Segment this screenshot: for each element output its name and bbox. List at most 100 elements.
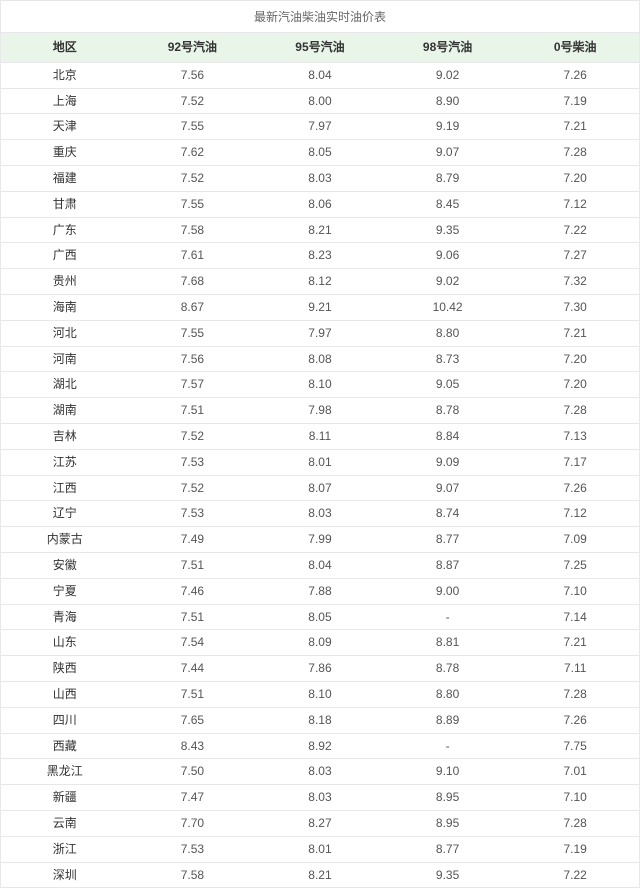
cell-region: 贵州 [1,269,129,294]
cell-value: 7.28 [511,140,639,165]
cell-value: 8.01 [256,450,384,475]
cell-value: 7.12 [511,501,639,526]
cell-value: 9.02 [384,63,512,88]
table-row: 湖北7.578.109.057.20 [1,372,639,398]
cell-value: 9.07 [384,140,512,165]
cell-value: 8.87 [384,553,512,578]
cell-region: 陕西 [1,656,129,681]
cell-value: 7.49 [129,527,257,552]
cell-value: 7.26 [511,708,639,733]
table-row: 广西7.618.239.067.27 [1,243,639,269]
cell-value: 9.10 [384,759,512,784]
cell-value: - [384,734,512,759]
cell-value: 8.03 [256,501,384,526]
table-row: 陕西7.447.868.787.11 [1,656,639,682]
cell-value: 8.79 [384,166,512,191]
cell-region: 浙江 [1,837,129,862]
cell-value: 7.21 [511,114,639,139]
oil-price-table: 最新汽油柴油实时油价表 地区 92号汽油 95号汽油 98号汽油 0号柴油 北京… [0,0,640,888]
cell-value: 7.46 [129,579,257,604]
cell-value: 9.35 [384,863,512,888]
table-row: 内蒙古7.497.998.777.09 [1,527,639,553]
cell-value: 7.47 [129,785,257,810]
table-row: 河北7.557.978.807.21 [1,321,639,347]
cell-value: 7.55 [129,321,257,346]
cell-value: 7.51 [129,553,257,578]
cell-region: 内蒙古 [1,527,129,552]
cell-region: 山西 [1,682,129,707]
cell-region: 福建 [1,166,129,191]
cell-value: 9.09 [384,450,512,475]
cell-value: 7.56 [129,63,257,88]
cell-value: 8.08 [256,347,384,372]
cell-value: 8.03 [256,166,384,191]
cell-region: 天津 [1,114,129,139]
cell-region: 辽宁 [1,501,129,526]
cell-value: 8.27 [256,811,384,836]
col-region: 地区 [1,33,129,62]
cell-value: 7.51 [129,682,257,707]
table-row: 山东7.548.098.817.21 [1,630,639,656]
cell-value: 8.45 [384,192,512,217]
cell-value: 8.21 [256,863,384,888]
cell-region: 黑龙江 [1,759,129,784]
table-row: 河南7.568.088.737.20 [1,347,639,373]
cell-value: 7.19 [511,89,639,114]
cell-value: 7.68 [129,269,257,294]
cell-value: 7.44 [129,656,257,681]
cell-value: 8.01 [256,837,384,862]
cell-value: 8.07 [256,476,384,501]
cell-value: 7.70 [129,811,257,836]
cell-value: 7.50 [129,759,257,784]
cell-value: 8.81 [384,630,512,655]
cell-value: 7.55 [129,114,257,139]
cell-value: 7.97 [256,321,384,346]
cell-value: 8.06 [256,192,384,217]
cell-value: 7.28 [511,682,639,707]
cell-value: 7.97 [256,114,384,139]
cell-value: 9.06 [384,243,512,268]
cell-region: 深圳 [1,863,129,888]
cell-value: 7.13 [511,424,639,449]
cell-value: 8.12 [256,269,384,294]
cell-value: 8.09 [256,630,384,655]
cell-value: 8.21 [256,218,384,243]
table-row: 新疆7.478.038.957.10 [1,785,639,811]
cell-region: 湖南 [1,398,129,423]
cell-value: 9.19 [384,114,512,139]
cell-value: 7.53 [129,450,257,475]
cell-region: 山东 [1,630,129,655]
cell-value: 8.80 [384,321,512,346]
cell-value: 8.78 [384,656,512,681]
table-row: 浙江7.538.018.777.19 [1,837,639,863]
cell-region: 安徽 [1,553,129,578]
cell-value: 8.04 [256,553,384,578]
cell-region: 青海 [1,605,129,630]
cell-value: 9.00 [384,579,512,604]
cell-value: 8.05 [256,605,384,630]
cell-value: 7.58 [129,863,257,888]
cell-value: 7.17 [511,450,639,475]
cell-region: 四川 [1,708,129,733]
cell-value: 7.11 [511,656,639,681]
cell-region: 江苏 [1,450,129,475]
cell-value: 8.43 [129,734,257,759]
table-row: 湖南7.517.988.787.28 [1,398,639,424]
cell-value: 7.88 [256,579,384,604]
cell-region: 北京 [1,63,129,88]
cell-value: 7.52 [129,476,257,501]
cell-region: 湖北 [1,372,129,397]
cell-value: 8.11 [256,424,384,449]
cell-value: 8.00 [256,89,384,114]
cell-value: 7.55 [129,192,257,217]
cell-value: 7.53 [129,501,257,526]
cell-value: - [384,605,512,630]
col-0-diesel: 0号柴油 [511,33,639,62]
cell-value: 7.32 [511,269,639,294]
cell-value: 7.99 [256,527,384,552]
cell-value: 9.21 [256,295,384,320]
cell-value: 7.58 [129,218,257,243]
table-row: 重庆7.628.059.077.28 [1,140,639,166]
table-row: 海南8.679.2110.427.30 [1,295,639,321]
cell-value: 7.51 [129,398,257,423]
